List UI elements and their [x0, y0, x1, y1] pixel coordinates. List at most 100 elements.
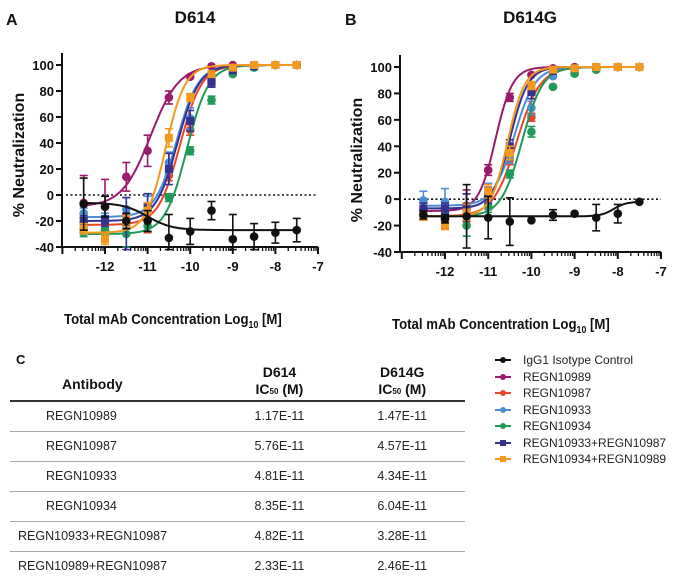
x-tick-label: -11	[479, 264, 497, 279]
cell-d614g-ic50: 3.28E-11	[377, 529, 428, 543]
data-point	[186, 116, 195, 125]
data-point	[527, 215, 536, 225]
table-row: REGN10934 8.35E-11 6.04E-11	[10, 491, 465, 521]
x-tick-label: -9	[227, 259, 239, 274]
y-axis-label: % Neutralization	[11, 93, 28, 217]
data-point	[635, 197, 644, 207]
data-point	[548, 82, 558, 92]
data-point	[249, 232, 259, 241]
cell-d614g-ic50: 4.34E-11	[377, 469, 428, 483]
circle-marker-icon	[495, 388, 511, 398]
y-tick-label: -40	[35, 240, 54, 255]
header-d614: D614 IC50 (M)	[219, 357, 339, 401]
legend-label: REGN10934	[523, 419, 592, 434]
data-point	[164, 233, 174, 243]
data-point	[79, 199, 88, 209]
data-point	[441, 220, 449, 229]
y-axis-label: % Neutralization	[349, 98, 366, 222]
data-point	[164, 165, 173, 173]
y-tick-label: 0	[385, 192, 392, 207]
data-point	[292, 61, 301, 69]
data-point	[185, 227, 195, 236]
chart-d614g: % Neutralization 100 80 60 40 20 0 -20 -40 -12 -11…	[349, 55, 667, 279]
y-tick-label: 40	[40, 136, 54, 151]
y-tick-label: 20	[40, 162, 54, 177]
y-tick-label: -20	[373, 219, 392, 234]
x-tick-label: -12	[96, 259, 115, 274]
y-tick-label: 100	[32, 58, 54, 73]
x-tick-label: -10	[181, 259, 200, 274]
header-antibody: Antibody	[62, 375, 123, 392]
data-point	[271, 228, 280, 237]
data-point	[207, 95, 216, 105]
xlabel-subscript: 10	[576, 325, 587, 336]
legend-item: REGN10934	[495, 418, 666, 435]
header-d614-unit: IC50 (M)	[255, 380, 304, 397]
cell-antibody: REGN10989	[46, 409, 117, 424]
data-point	[440, 214, 450, 224]
legend-symbol	[500, 357, 506, 364]
data-point	[122, 216, 131, 226]
series-igg1-isotype-control	[419, 183, 644, 249]
y-tick-label: 20	[378, 166, 392, 181]
panel-c-letter: C	[16, 352, 26, 367]
table-row: REGN10989 1.17E-11 1.47E-11	[10, 401, 465, 431]
data-point	[186, 93, 195, 102]
data-point	[613, 63, 622, 71]
header-d614g-name: D614G	[380, 363, 425, 380]
legend-item: REGN10989	[495, 369, 666, 386]
y-tick-label: 100	[370, 60, 392, 75]
header-d614g: D614G IC50 (M)	[339, 357, 465, 401]
cell-d614-ic50: 2.33E-11	[254, 559, 305, 574]
data-point	[185, 146, 195, 156]
xlabel-text: Total mAb Concentration Log	[64, 311, 249, 328]
y-tick-label: 80	[378, 86, 392, 101]
data-point	[101, 235, 109, 244]
cell-d614-ic50: 4.82E-11	[254, 529, 305, 543]
panel-a-letter: A	[6, 12, 18, 29]
data-point	[207, 77, 216, 86]
header-d614-name: D614	[262, 363, 297, 380]
legend-symbol	[500, 390, 506, 397]
chart-d614: % Neutralization 100 80 60 40 20 0 -20 -40 -12 -11…	[11, 53, 324, 274]
cell-d614-ic50: 8.35E-11	[254, 499, 305, 513]
data-point	[292, 225, 302, 235]
legend-symbol	[500, 423, 506, 430]
y-tick-label: 60	[378, 113, 392, 128]
data-point	[419, 204, 428, 213]
x-tick-label: -8	[270, 259, 282, 274]
y-tick-label: 60	[40, 110, 54, 125]
data-point	[250, 61, 259, 69]
y-tick-label: 0	[47, 188, 54, 203]
x-tick-label: -9	[569, 264, 581, 279]
data-point	[527, 81, 536, 90]
circle-marker-icon	[495, 405, 511, 415]
series-igg1-isotype-control	[79, 177, 302, 251]
legend-symbol	[500, 439, 506, 446]
data-point	[441, 204, 449, 213]
legend-item: REGN10933	[495, 402, 666, 419]
legend-symbol	[500, 373, 506, 380]
panel-b-letter: B	[345, 12, 357, 29]
legend-label: REGN10933+REGN10987	[523, 435, 667, 450]
circle-marker-icon	[495, 355, 511, 365]
chart-a-title: D614	[174, 8, 216, 27]
data-point	[505, 148, 514, 157]
data-point	[484, 187, 493, 196]
data-point	[228, 63, 237, 72]
legend-item: REGN10987	[495, 385, 666, 402]
cell-d614-ic50: 1.17E-11	[254, 409, 305, 424]
x-tick-label: -12	[436, 264, 455, 279]
cell-d614g-ic50: 1.47E-11	[377, 409, 428, 424]
x-tick-label: -7	[312, 259, 324, 274]
xlabel-subscript: 10	[248, 320, 259, 331]
legend-label: REGN10987	[523, 386, 592, 401]
chart-b-xlabel: Total mAb Concentration Log10 [M]	[392, 316, 610, 336]
data-point	[164, 193, 174, 202]
x-tick-label: -10	[522, 264, 541, 279]
x-tick-label: -7	[655, 264, 667, 279]
x-tick-label: -8	[612, 264, 624, 279]
data-point	[483, 165, 493, 175]
data-point	[505, 169, 515, 179]
cell-d614g-ic50: 4.57E-11	[377, 439, 428, 453]
